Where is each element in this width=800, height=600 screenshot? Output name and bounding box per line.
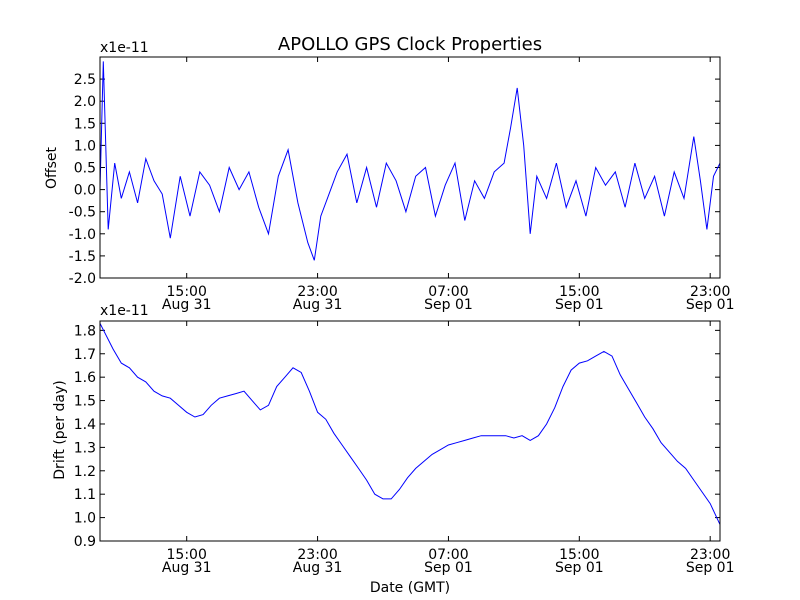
offset-panel-lines bbox=[99, 61, 721, 261]
offset-xtick-label-date: Aug 31 bbox=[293, 297, 343, 313]
offset-panel-ylabel: Offset bbox=[44, 146, 60, 189]
offset-panel: x1e-11 Offset -2.0 -1.5 -1.0 -0.5 0.0 0.5 1.0 1… bbox=[44, 40, 735, 313]
offset-xtick-label-date: Sep 01 bbox=[555, 297, 604, 313]
drift-panel-lines bbox=[99, 323, 721, 525]
drift-xtick-label-date: Sep 01 bbox=[424, 560, 473, 576]
offset-ytick-label: -0.5 bbox=[69, 205, 96, 221]
offset-ytick-label: 1.5 bbox=[74, 116, 96, 132]
drift-xtick-label-date: Sep 01 bbox=[555, 560, 604, 576]
offset-xtick-label-date: Aug 31 bbox=[162, 297, 212, 313]
drift-ytick-label: 0.9 bbox=[74, 534, 96, 550]
offset-ytick-label: 0.0 bbox=[74, 183, 96, 199]
drift-xtick-label-time: 15:00 bbox=[559, 547, 599, 563]
offset-panel-ticks: -2.0-1.5-1.0-0.50.00.51.01.52.02.515:00A… bbox=[69, 57, 735, 313]
offset-panel-frame bbox=[99, 56, 721, 279]
drift-ytick-label: 1.2 bbox=[74, 464, 96, 480]
offset-xtick-label-date: Sep 01 bbox=[686, 297, 735, 313]
drift-panel-exponent: x1e-11 bbox=[100, 303, 149, 319]
offset-ytick-label: -1.5 bbox=[69, 249, 96, 265]
drift-xtick-label-date: Sep 01 bbox=[686, 560, 735, 576]
drift-xtick-label-time: 23:00 bbox=[297, 547, 337, 563]
drift-panel-xlabel: Date (GMT) bbox=[370, 580, 450, 596]
drift-xtick-label-date: Aug 31 bbox=[293, 560, 343, 576]
drift-ytick-label: 1.0 bbox=[74, 511, 96, 527]
offset-ytick-label: -2.0 bbox=[69, 271, 96, 287]
drift-panel-ylabel: Drift (per day) bbox=[52, 380, 68, 479]
offset-xtick-label-time: 23:00 bbox=[690, 284, 730, 300]
offset-ytick-label: -1.0 bbox=[69, 227, 96, 243]
offset-ytick-label: 2.0 bbox=[74, 94, 96, 110]
drift-panel: x1e-11 Drift (per day) 0.9 1.0 1.1 1.2 1.3 1.… bbox=[52, 303, 735, 596]
offset-xtick-label-time: 15:00 bbox=[167, 284, 207, 300]
drift-xtick-label-date: Aug 31 bbox=[162, 560, 212, 576]
drift-xtick-label-time: 15:00 bbox=[167, 547, 207, 563]
drift-panel-frame bbox=[99, 320, 721, 542]
offset-ytick-label: 1.0 bbox=[74, 138, 96, 154]
drift-ytick-label: 1.3 bbox=[74, 440, 96, 456]
drift-xtick-label-time: 07:00 bbox=[428, 547, 468, 563]
drift-xtick-label-time: 23:00 bbox=[690, 547, 730, 563]
drift-ytick-label: 1.8 bbox=[74, 323, 96, 339]
drift-ytick-label: 1.1 bbox=[74, 487, 96, 503]
drift-ytick-label: 1.6 bbox=[74, 370, 96, 386]
drift-ytick-label: 1.4 bbox=[74, 417, 96, 433]
offset-ytick-label: 2.5 bbox=[74, 72, 96, 88]
drift-ytick-label: 1.5 bbox=[74, 394, 96, 410]
offset-series-line-0 bbox=[99, 61, 721, 261]
offset-xtick-label-time: 07:00 bbox=[428, 284, 468, 300]
offset-xtick-label-date: Sep 01 bbox=[424, 297, 473, 313]
offset-panel-exponent: x1e-11 bbox=[100, 40, 149, 56]
offset-xtick-label-time: 23:00 bbox=[297, 284, 337, 300]
drift-ytick-label: 1.7 bbox=[74, 347, 96, 363]
offset-xtick-label-time: 15:00 bbox=[559, 284, 599, 300]
offset-ytick-label: 0.5 bbox=[74, 161, 96, 177]
chart-title: APOLLO GPS Clock Properties bbox=[278, 34, 542, 55]
drift-series-line-0 bbox=[99, 323, 721, 525]
